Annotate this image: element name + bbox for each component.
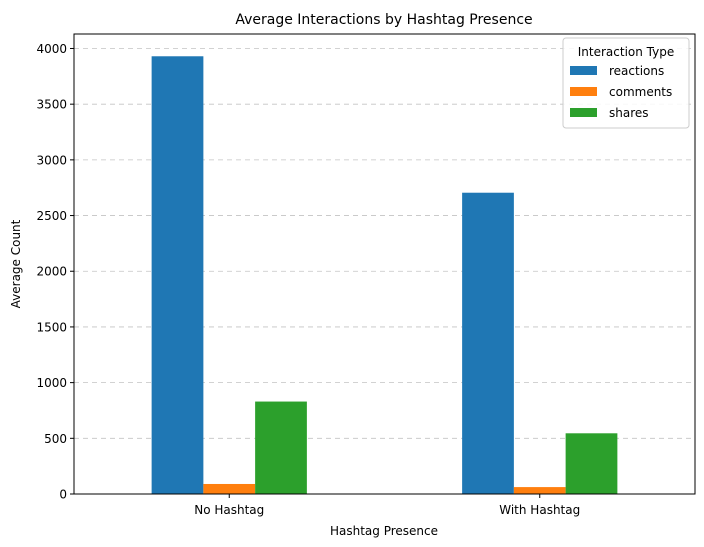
y-tick-label: 1500: [36, 320, 67, 334]
bars: [151, 56, 618, 494]
bar-reactions: [462, 192, 514, 494]
legend-label-shares: shares: [609, 106, 649, 120]
legend-title: Interaction Type: [578, 45, 674, 59]
bar-shares: [255, 401, 307, 494]
plot-frame: [73, 33, 696, 495]
y-tick-label: 4000: [36, 42, 67, 56]
x-axis-label: Hashtag Presence: [330, 524, 438, 538]
legend-swatch-comments: [570, 87, 597, 96]
y-tick-label: 3000: [36, 153, 67, 167]
y-axis: 0 500 1000 1500 2000 2500 3000 3500 4000: [36, 42, 74, 502]
y-tick-label: 3500: [36, 98, 67, 112]
legend-label-comments: comments: [609, 85, 672, 99]
bar-shares: [565, 433, 618, 494]
legend: Interaction Type reactions comments shares: [562, 37, 690, 129]
chart-title: Average Interactions by Hashtag Presence: [235, 12, 532, 28]
legend-swatch-reactions: [570, 66, 597, 75]
y-tick-label: 1000: [36, 376, 67, 390]
legend-swatch-shares: [570, 108, 597, 117]
x-axis: No Hashtag With Hashtag: [194, 494, 580, 517]
bar-comments: [203, 483, 256, 494]
y-tick-label: 2500: [36, 209, 67, 223]
bar-reactions: [151, 56, 204, 494]
bar-comments: [513, 487, 566, 494]
x-tick-label: With Hashtag: [499, 503, 580, 517]
y-tick-label: 500: [44, 432, 67, 446]
y-tick-label: 2000: [36, 265, 67, 279]
x-tick-label: No Hashtag: [194, 503, 264, 517]
legend-box: [562, 37, 690, 129]
y-axis-label: Average Count: [9, 219, 23, 308]
y-tick-label: 0: [59, 488, 67, 502]
legend-label-reactions: reactions: [609, 64, 664, 78]
